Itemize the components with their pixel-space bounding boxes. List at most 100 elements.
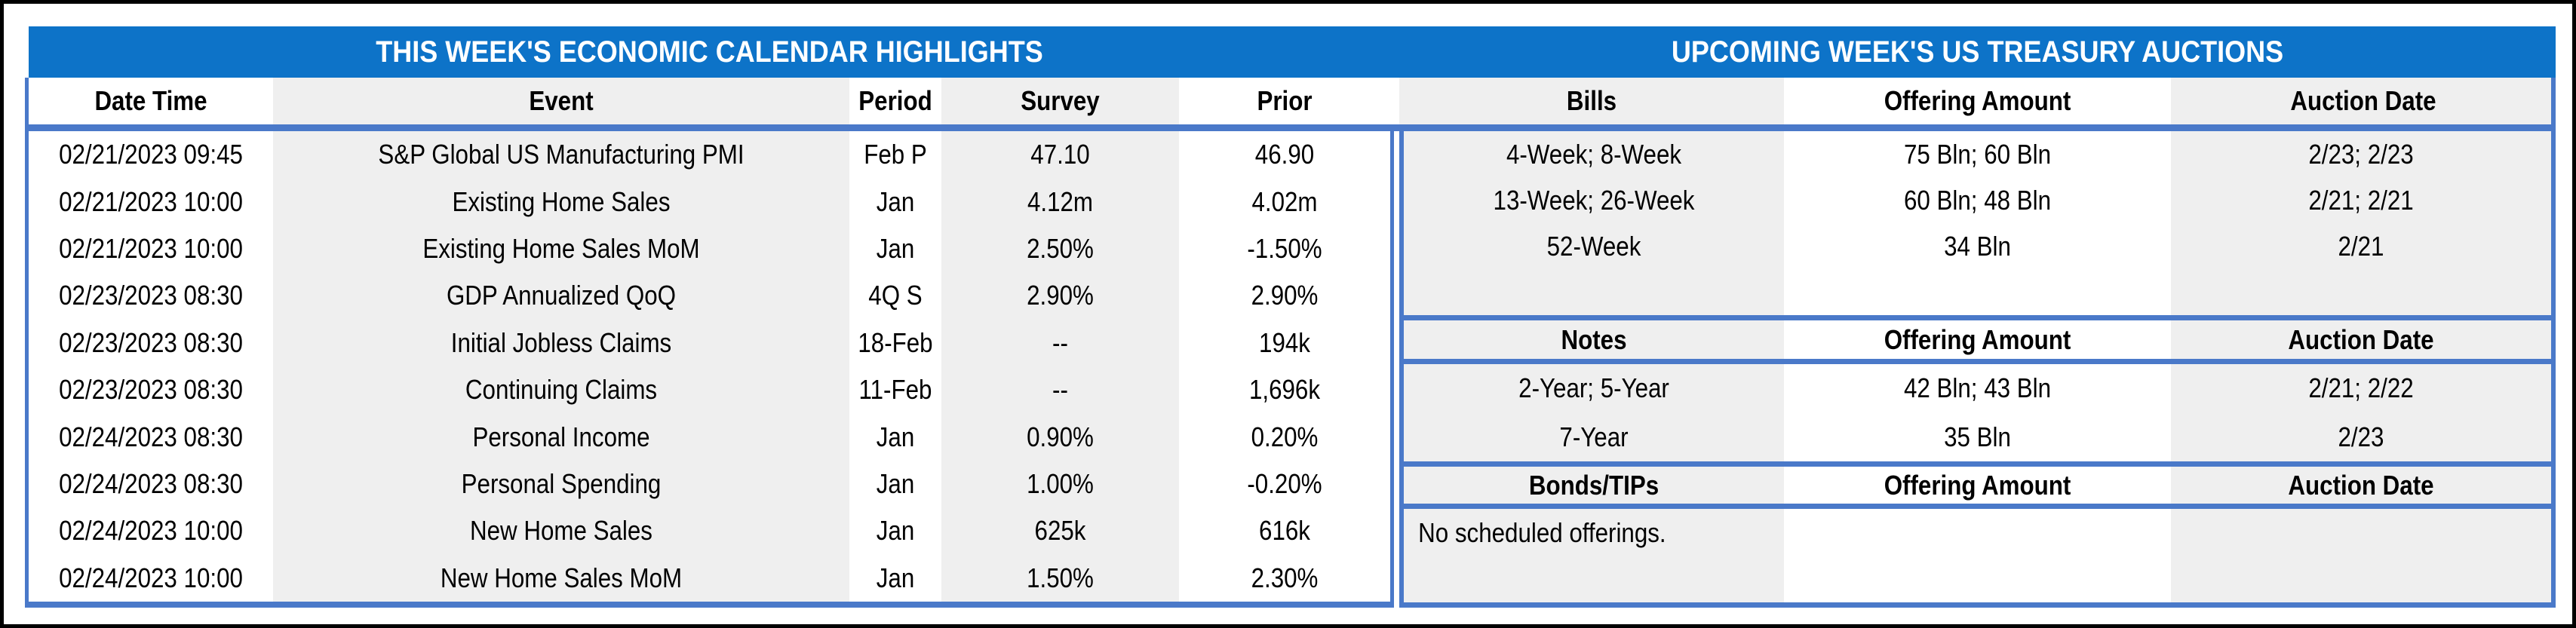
title-bar: THIS WEEK'S ECONOMIC CALENDAR HIGHLIGHTS…	[29, 26, 2556, 78]
right-table-border	[2551, 78, 2556, 124]
cell-bill: 4-Week; 8-Week	[1506, 138, 1682, 170]
col-header-offering-amount: Offering Amount	[1884, 85, 2071, 116]
col-header-period: Period	[858, 85, 932, 116]
table-row: 02/21/2023 10:00 Existing Home Sales MoM…	[29, 225, 1390, 273]
column-header-row: Date Time Event Period Survey Prior Bill…	[25, 78, 2556, 124]
cell-event: Personal Spending	[461, 467, 662, 499]
cell-note: 2-Year; 5-Year	[1518, 372, 1669, 404]
cell-survey: 2.90%	[1027, 280, 1094, 311]
cell-prior: -0.20%	[1247, 467, 1322, 499]
cell-survey: 0.90%	[1027, 421, 1094, 452]
cell-period: Jan	[876, 467, 915, 499]
cell-offering-amount: 60 Bln; 48 Bln	[1903, 184, 2052, 216]
cell-period: 4Q S	[868, 280, 923, 311]
cell-prior: 2.90%	[1251, 280, 1319, 311]
treasury-auctions-title: UPCOMING WEEK'S US TREASURY AUCTIONS	[1671, 35, 2284, 69]
economic-calendar-table: 02/21/2023 09:45 S&P Global US Manufactu…	[25, 131, 1394, 608]
cell-bill: 13-Week; 26-Week	[1493, 184, 1695, 216]
cell-survey: 4.12m	[1027, 185, 1094, 217]
cell-offering-amount: 34 Bln	[1944, 230, 2011, 262]
cell-event: Personal Income	[472, 421, 650, 452]
cell-date-time: 02/24/2023 08:30	[59, 421, 243, 452]
cell-date-time: 02/21/2023 09:45	[59, 139, 243, 170]
cell-period: Jan	[876, 185, 915, 217]
cell-event: GDP Annualized QoQ	[446, 280, 677, 311]
table-row: 02/23/2023 08:30 GDP Annualized QoQ 4Q S…	[29, 272, 1390, 320]
cell-prior: 1,696k	[1248, 374, 1321, 406]
table-row: 2-Year; 5-Year 42 Bln; 43 Bln 2/21; 2/22	[1404, 364, 2551, 413]
col-header-offering-amount: Offering Amount	[1884, 469, 2071, 501]
cell-offering-amount	[1784, 509, 2171, 557]
cell-prior: 2.30%	[1251, 562, 1319, 593]
col-header-bonds-tips: Bonds/TIPs	[1528, 469, 1660, 501]
left-table-border	[25, 78, 29, 124]
table-row: 02/23/2023 08:30 Continuing Claims 11-Fe…	[29, 366, 1390, 414]
cell-auction-date: 2/21; 2/21	[2308, 184, 2414, 216]
cell-event: New Home Sales	[470, 515, 652, 547]
col-header-bills: Bills	[1566, 85, 1617, 116]
cell-event: S&P Global US Manufacturing PMI	[378, 139, 745, 170]
table-row: 02/23/2023 08:30 Initial Jobless Claims …	[29, 319, 1390, 366]
col-header-auction-date: Auction Date	[2288, 469, 2434, 501]
table-row: 4-Week; 8-Week 75 Bln; 60 Bln 2/23; 2/23	[1404, 131, 2551, 177]
cell-period: 18-Feb	[858, 326, 933, 358]
cell-auction-date: 2/23; 2/23	[2308, 138, 2414, 170]
cell-date-time: 02/21/2023 10:00	[59, 232, 243, 264]
cell-prior: 194k	[1259, 326, 1310, 358]
col-header-offering-amount: Offering Amount	[1884, 323, 2071, 355]
cell-date-time: 02/21/2023 10:00	[59, 185, 243, 217]
economic-calendar-title: THIS WEEK'S ECONOMIC CALENDAR HIGHLIGHTS	[376, 35, 1043, 69]
col-header-survey: Survey	[1021, 85, 1100, 116]
cell-date-time: 02/24/2023 10:00	[59, 562, 243, 593]
cell-event: Initial Jobless Claims	[450, 326, 672, 358]
empty-row	[1404, 269, 2551, 315]
table-row: 52-Week 34 Bln 2/21	[1404, 223, 2551, 269]
cell-survey: 1.00%	[1027, 467, 1094, 499]
cell-prior: 0.20%	[1251, 421, 1319, 452]
cell-date-time: 02/24/2023 08:30	[59, 467, 243, 499]
col-header-event: Event	[529, 85, 594, 116]
header-separator	[25, 124, 2556, 131]
table-gap	[1390, 78, 1399, 124]
table-row: 02/24/2023 10:00 New Home Sales Jan 625k…	[29, 507, 1390, 555]
cell-bill: 52-Week	[1546, 230, 1641, 262]
cell-survey: 1.50%	[1027, 562, 1094, 593]
cell-date-time: 02/23/2023 08:30	[59, 374, 243, 406]
treasury-auctions-table: 4-Week; 8-Week 75 Bln; 60 Bln 2/23; 2/23…	[1399, 131, 2556, 608]
cell-survey: 2.50%	[1027, 232, 1094, 264]
table-row: No scheduled offerings.	[1404, 509, 2551, 557]
cell-offering-amount: 42 Bln; 43 Bln	[1903, 372, 2052, 404]
bills-section: 4-Week; 8-Week 75 Bln; 60 Bln 2/23; 2/23…	[1404, 131, 2551, 315]
table-row: 02/24/2023 10:00 New Home Sales MoM Jan …	[29, 554, 1390, 602]
cell-survey: --	[1052, 374, 1068, 406]
cell-event: Existing Home Sales	[452, 185, 671, 217]
cell-offering-amount: 75 Bln; 60 Bln	[1903, 138, 2052, 170]
col-header-auction-date: Auction Date	[2288, 323, 2434, 355]
col-header-notes: Notes	[1561, 323, 1627, 355]
notes-header-row: Notes Offering Amount Auction Date	[1404, 315, 2551, 364]
cell-event: Continuing Claims	[465, 374, 658, 406]
cell-event: Existing Home Sales MoM	[422, 232, 700, 264]
bonds-tips-header-row: Bonds/TIPs Offering Amount Auction Date	[1404, 461, 2551, 509]
table-row: 02/24/2023 08:30 Personal Spending Jan 1…	[29, 460, 1390, 508]
col-header-prior: Prior	[1257, 85, 1313, 116]
cell-auction-date: 2/23	[2338, 421, 2384, 452]
table-row: 02/21/2023 10:00 Existing Home Sales Jan…	[29, 178, 1390, 225]
table-row: 7-Year 35 Bln 2/23	[1404, 413, 2551, 462]
notes-section: 2-Year; 5-Year 42 Bln; 43 Bln 2/21; 2/22…	[1404, 364, 2551, 461]
table-row: 02/21/2023 09:45 S&P Global US Manufactu…	[29, 131, 1390, 179]
cell-date-time: 02/23/2023 08:30	[59, 326, 243, 358]
bonds-tips-section: No scheduled offerings.	[1404, 509, 2551, 602]
cell-no-scheduled-offerings: No scheduled offerings.	[1418, 517, 1666, 548]
cell-note: 7-Year	[1559, 421, 1629, 452]
cell-period: Jan	[876, 515, 915, 547]
col-header-date-time: Date Time	[94, 85, 207, 116]
cell-date-time: 02/23/2023 08:30	[59, 280, 243, 311]
cell-period: 11-Feb	[858, 374, 932, 406]
cell-survey: 625k	[1034, 515, 1086, 547]
cell-prior: 4.02m	[1251, 185, 1318, 217]
cell-period: Jan	[876, 232, 915, 264]
cell-survey: 47.10	[1030, 139, 1090, 170]
cell-prior: 616k	[1259, 515, 1310, 547]
